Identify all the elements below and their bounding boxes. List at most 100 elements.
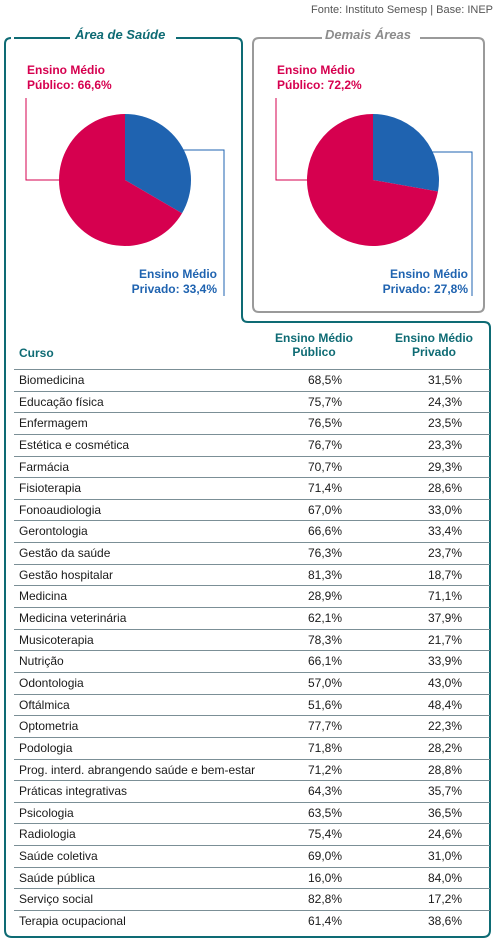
table-row: Saúde pública 16,0% 84,0% <box>14 866 490 889</box>
cell-publico: 78,3% <box>307 632 342 647</box>
cell-publico: 62,1% <box>307 611 342 626</box>
cell-publico: 16,0% <box>307 870 342 885</box>
table-row: Psicologia 63,5% 36,5% <box>14 801 490 824</box>
saude-privado-label: Ensino Médio Privado: 33,4% <box>132 267 217 297</box>
demais-publico-label-line2: Público: 72,2% <box>277 78 362 92</box>
cell-publico: 61,4% <box>307 914 342 929</box>
cell-publico: 76,3% <box>307 546 342 561</box>
cell-privado: 18,7% <box>427 567 462 582</box>
cell-curso: Educação física <box>19 394 104 409</box>
cell-curso: Podologia <box>19 740 73 755</box>
header-publico-line1: Ensino Médio <box>275 331 353 345</box>
table-row: Educação física 75,7% 24,3% <box>14 390 490 413</box>
saude-privado-slice <box>125 114 191 214</box>
cell-privado: 21,7% <box>427 632 462 647</box>
cell-privado: 71,1% <box>427 589 462 604</box>
cell-publico: 51,6% <box>307 697 342 712</box>
table-row: Serviço social 82,8% 17,2% <box>14 888 490 910</box>
table-row: Medicina veterinária 62,1% 37,9% <box>14 607 490 629</box>
cell-curso: Fonoaudiologia <box>19 502 102 517</box>
cell-publico: 82,8% <box>307 892 342 907</box>
cell-privado: 28,6% <box>427 481 462 496</box>
cell-privado: 24,3% <box>427 394 462 409</box>
table-header: Curso Ensino Médio Público Ensino Médio … <box>14 329 490 369</box>
cell-publico: 28,9% <box>307 589 342 604</box>
table-row: Saúde coletiva 69,0% 31,0% <box>14 845 490 867</box>
demais-privado-slice <box>373 114 439 192</box>
cell-curso: Terapia ocupacional <box>19 914 126 929</box>
table-row: Musicoterapia 78,3% 21,7% <box>14 628 490 651</box>
header-publico-line2: Público <box>292 345 336 359</box>
saude-publico-label-line1: Ensino Médio <box>27 63 105 77</box>
cell-privado: 84,0% <box>427 870 462 885</box>
cell-privado: 33,0% <box>427 502 462 517</box>
cell-curso: Fisioterapia <box>19 481 82 496</box>
table-row: Estética e cosmética 76,7% 23,3% <box>14 433 490 456</box>
saude-title: Área de Saúde <box>72 27 169 42</box>
table-row: Odontologia 57,0% 43,0% <box>14 671 490 694</box>
cell-curso: Gerontologia <box>19 524 88 539</box>
demais-title: Demais Áreas <box>322 27 414 42</box>
cell-curso: Odontologia <box>19 675 84 690</box>
cell-privado: 36,5% <box>427 805 462 820</box>
cell-curso: Serviço social <box>19 892 94 907</box>
cell-publico: 71,2% <box>307 762 342 777</box>
cell-curso: Farmácia <box>19 459 70 474</box>
cell-curso: Nutrição <box>19 654 64 669</box>
table-row: Farmácia 70,7% 29,3% <box>14 455 490 478</box>
cell-privado: 33,9% <box>427 654 462 669</box>
cell-publico: 57,0% <box>307 675 342 690</box>
cell-publico: 75,7% <box>307 394 342 409</box>
cell-curso: Oftálmica <box>19 697 70 712</box>
saude-pub-leader <box>25 98 62 181</box>
cell-publico: 69,0% <box>307 849 342 864</box>
cell-publico: 63,5% <box>307 805 342 820</box>
table-row: Prog. interd. abrangendo saúde e bem-est… <box>14 758 490 781</box>
cell-curso: Radiologia <box>19 827 76 842</box>
cell-privado: 37,9% <box>427 611 462 626</box>
cell-publico: 71,4% <box>307 481 342 496</box>
cell-privado: 24,6% <box>427 827 462 842</box>
cell-curso: Biomedicina <box>19 373 85 387</box>
header-curso: Curso <box>19 346 54 360</box>
demais-frame <box>252 37 485 313</box>
cell-curso: Musicoterapia <box>19 632 94 647</box>
cell-curso: Psicologia <box>19 805 74 820</box>
table-row: Fonoaudiologia 67,0% 33,0% <box>14 498 490 521</box>
saude-pie <box>59 114 191 246</box>
table-row: Terapia ocupacional 61,4% 38,6% <box>14 910 490 932</box>
table-row: Nutrição 66,1% 33,9% <box>14 650 490 672</box>
cell-privado: 22,3% <box>427 719 462 734</box>
saude-publico-label-line2: Público: 66,6% <box>27 78 112 92</box>
cell-curso: Medicina <box>19 589 68 604</box>
cell-privado: 23,5% <box>427 416 462 431</box>
cell-curso: Enfermagem <box>19 416 88 431</box>
demais-privado-label-line2: Privado: 27,8% <box>382 282 468 296</box>
table-row: Gestão hospitalar 81,3% 18,7% <box>14 563 490 586</box>
table-row: Medicina 28,9% 71,1% <box>14 585 490 607</box>
cell-publico: 68,5% <box>307 373 342 387</box>
cell-privado: 43,0% <box>427 675 462 690</box>
cell-publico: 64,3% <box>307 784 342 799</box>
saude-privado-label-line1: Ensino Médio <box>139 267 217 281</box>
table-row: Gerontologia 66,6% 33,4% <box>14 520 490 542</box>
cell-curso: Saúde pública <box>19 870 96 885</box>
cell-publico: 70,7% <box>307 459 342 474</box>
demais-pub-leader <box>275 98 312 181</box>
demais-pie <box>307 114 439 246</box>
cell-privado: 38,6% <box>427 914 462 929</box>
cell-publico: 76,7% <box>307 437 342 452</box>
demais-publico-label-line1: Ensino Médio <box>277 63 355 77</box>
cell-curso: Prog. interd. abrangendo saúde e bem-est… <box>19 762 256 777</box>
cell-privado: 17,2% <box>427 892 462 907</box>
demais-privado-label: Ensino Médio Privado: 27,8% <box>383 267 468 297</box>
cell-curso: Estética e cosmética <box>19 437 130 452</box>
cell-privado: 48,4% <box>427 697 462 712</box>
cell-curso: Medicina veterinária <box>19 611 127 626</box>
cell-publico: 71,8% <box>307 740 342 755</box>
cell-publico: 66,6% <box>307 524 342 539</box>
cell-privado: 35,7% <box>427 784 462 799</box>
cell-privado: 29,3% <box>427 459 462 474</box>
source-note: Fonte: Instituto Semesp | Base: INEP <box>311 4 493 16</box>
